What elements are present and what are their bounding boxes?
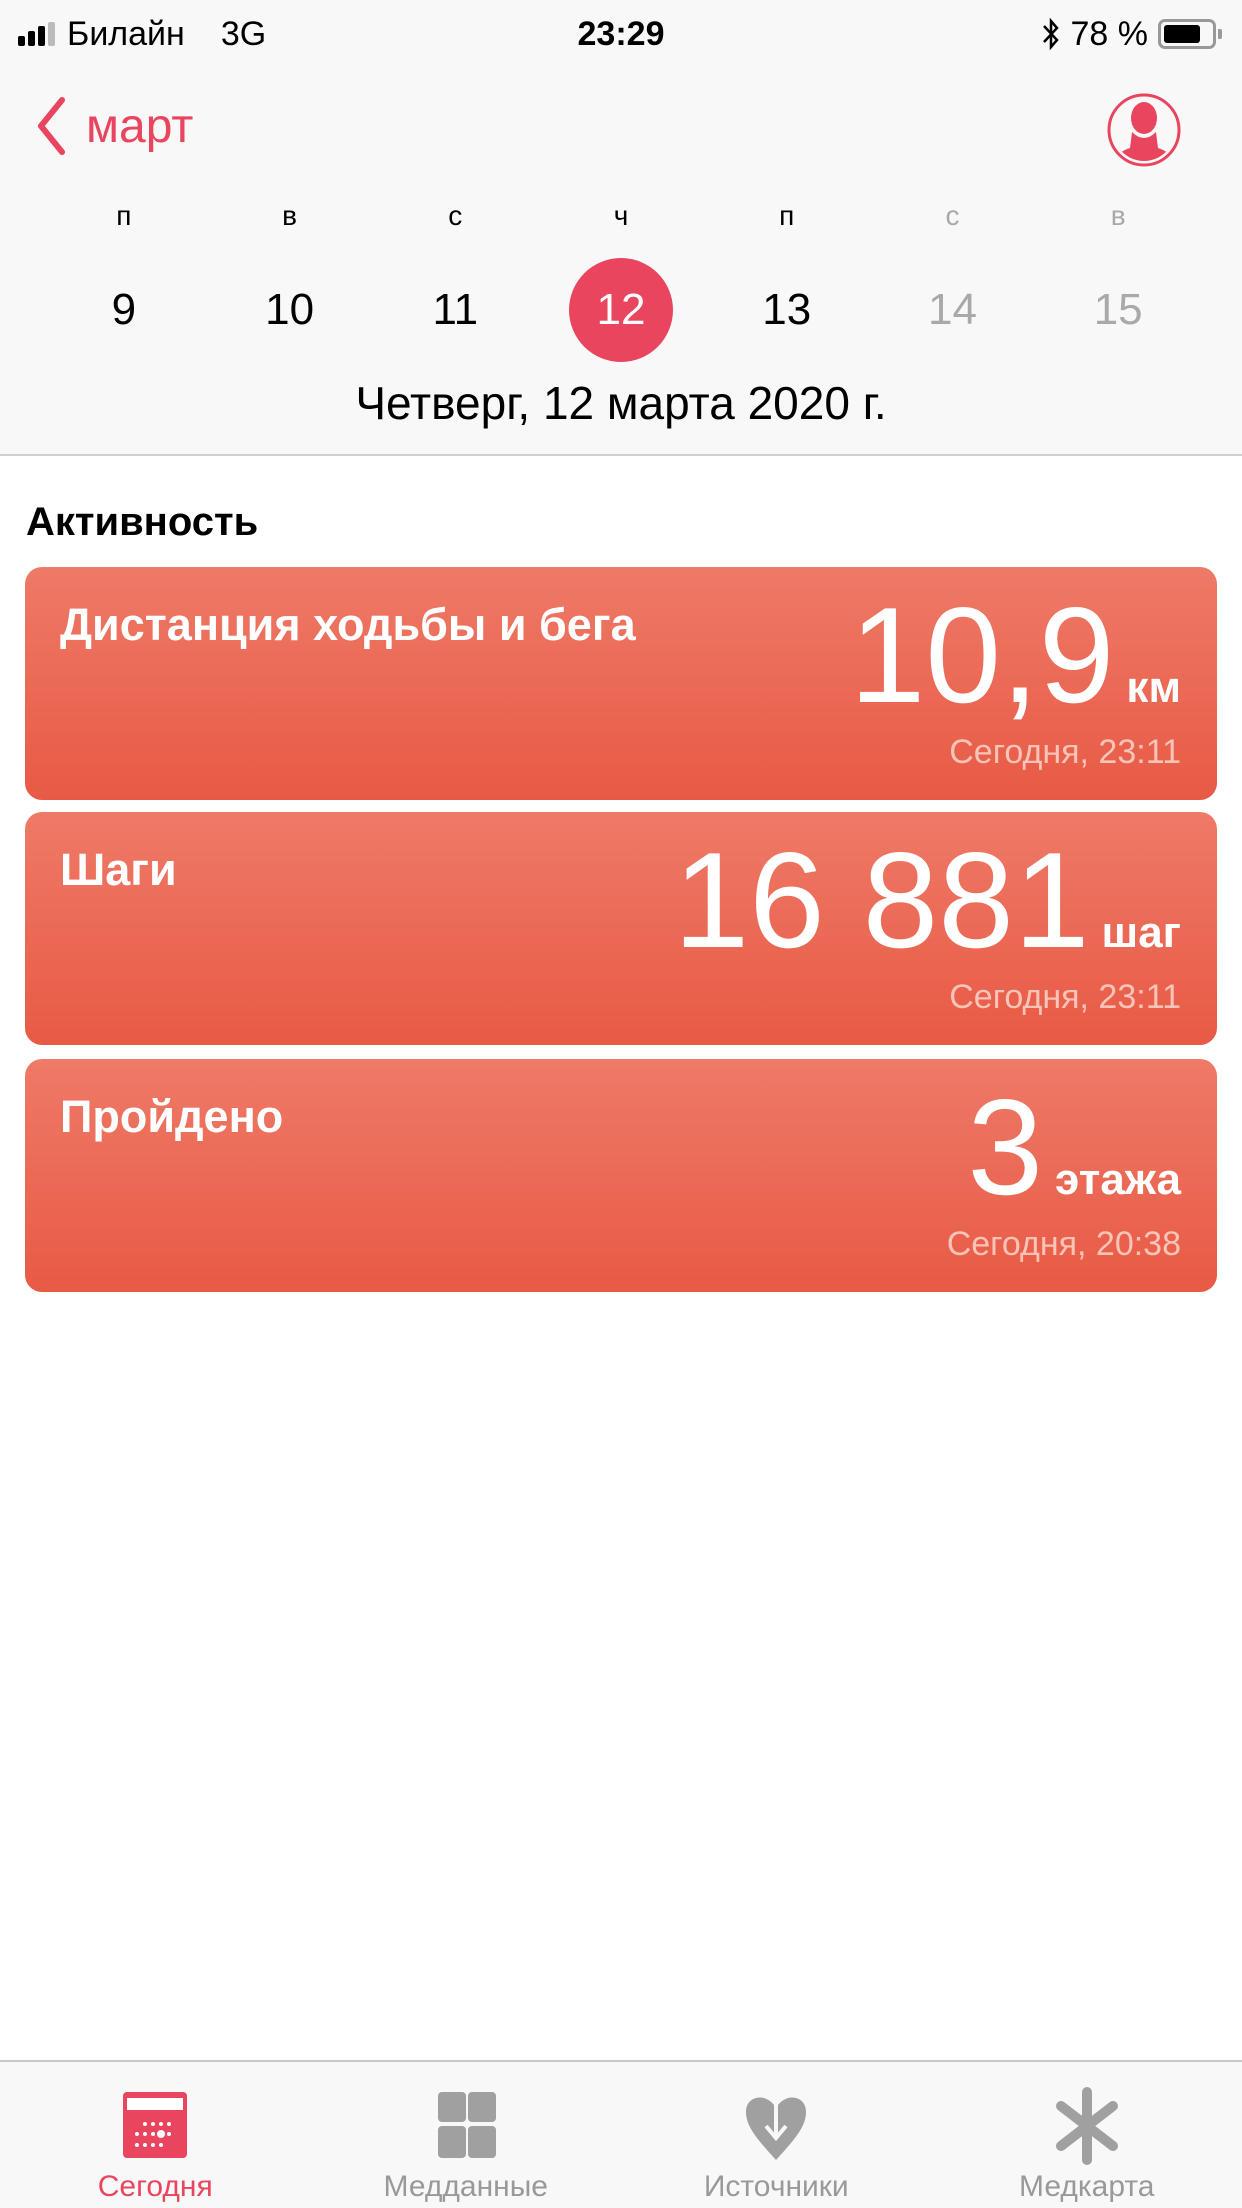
weekday-label: п bbox=[779, 200, 795, 231]
back-label: март bbox=[86, 99, 194, 153]
chevron-left-icon bbox=[38, 97, 65, 155]
person-circle-icon[interactable] bbox=[1106, 92, 1182, 168]
day-11[interactable]: 11 bbox=[432, 285, 479, 334]
activity-card[interactable]: Дистанция ходьбы и бега 10,9 км Сегодня, 23… bbox=[25, 567, 1217, 800]
value-number: 16 881 bbox=[673, 824, 1090, 976]
tab-medical-id[interactable]: Медкарта bbox=[932, 2062, 1242, 2208]
value-unit: этажа bbox=[1055, 1155, 1181, 1204]
card-timestamp: Сегодня, 23:11 bbox=[949, 733, 1181, 771]
weekday-label: в bbox=[1110, 200, 1126, 231]
tab-health-data[interactable]: Медданные bbox=[311, 2062, 622, 2208]
value-unit: шаг bbox=[1101, 908, 1181, 957]
battery-icon bbox=[1158, 19, 1222, 49]
day-10[interactable]: 10 bbox=[265, 285, 315, 334]
card-value: 3 этажа bbox=[967, 1077, 1181, 1217]
bluetooth-icon bbox=[1042, 17, 1059, 51]
weekday-label: в bbox=[282, 200, 298, 231]
calendar-icon bbox=[123, 2092, 188, 2158]
day-9[interactable]: 9 bbox=[111, 285, 137, 334]
value-unit: км bbox=[1126, 663, 1181, 712]
card-timestamp: Сегодня, 20:38 bbox=[946, 1225, 1181, 1263]
back-button[interactable]: март bbox=[36, 96, 193, 156]
weekday-label: с bbox=[448, 200, 463, 231]
carrier: Билайн bbox=[67, 14, 185, 53]
card-value: 16 881 шаг bbox=[674, 830, 1181, 970]
asterisk-icon bbox=[1055, 2087, 1118, 2165]
grid-icon bbox=[437, 2092, 496, 2158]
clock: 23:29 bbox=[577, 14, 665, 53]
battery-percent: 78 % bbox=[1070, 14, 1149, 53]
tab-bar: Сегодня Медданные Источники Медкарта bbox=[0, 2060, 1242, 2208]
value-number: 10,9 bbox=[849, 579, 1115, 731]
tab-label: Источники bbox=[703, 2170, 849, 2203]
card-title: Шаги bbox=[60, 844, 177, 895]
section-title: Активность bbox=[26, 500, 259, 544]
tab-label: Сегодня bbox=[97, 2170, 213, 2203]
header: Билайн 3G 23:29 78 % март п в с ч п с в 9 10 11 1… bbox=[0, 0, 1242, 456]
day-13[interactable]: 13 bbox=[762, 285, 812, 334]
weekday-label: п bbox=[116, 200, 132, 231]
network-type: 3G bbox=[220, 14, 267, 53]
activity-card[interactable]: Шаги 16 881 шаг Сегодня, 23:11 bbox=[25, 812, 1217, 1045]
heart-download-icon bbox=[746, 2088, 807, 2160]
status-bar: Билайн 3G 23:29 78 % bbox=[18, 8, 1224, 60]
card-title: Пройдено bbox=[60, 1091, 284, 1142]
day-15[interactable]: 15 bbox=[1093, 285, 1143, 334]
tab-label: Медданные bbox=[383, 2170, 548, 2203]
weekday-label: ч bbox=[613, 200, 629, 231]
card-timestamp: Сегодня, 23:11 bbox=[949, 978, 1181, 1016]
tab-today[interactable]: Сегодня bbox=[0, 2062, 311, 2208]
card-value: 10,9 км bbox=[850, 585, 1181, 725]
activity-card[interactable]: Пройдено 3 этажа Сегодня, 20:38 bbox=[25, 1059, 1217, 1292]
value-number: 3 bbox=[967, 1071, 1044, 1223]
day-12[interactable]: 12 bbox=[538, 258, 704, 366]
tab-label: Медкарта bbox=[1019, 2170, 1155, 2203]
tab-sources[interactable]: Источники bbox=[621, 2062, 932, 2208]
signal-icon bbox=[18, 22, 55, 46]
selected-date: Четверг, 12 марта 2020 г. bbox=[355, 377, 887, 429]
weekday-label: с bbox=[945, 200, 960, 231]
card-title: Дистанция ходьбы и бега bbox=[60, 599, 636, 650]
day-14[interactable]: 14 bbox=[927, 285, 977, 334]
day-row: 9 10 11 12 13 14 15 bbox=[41, 258, 1201, 366]
